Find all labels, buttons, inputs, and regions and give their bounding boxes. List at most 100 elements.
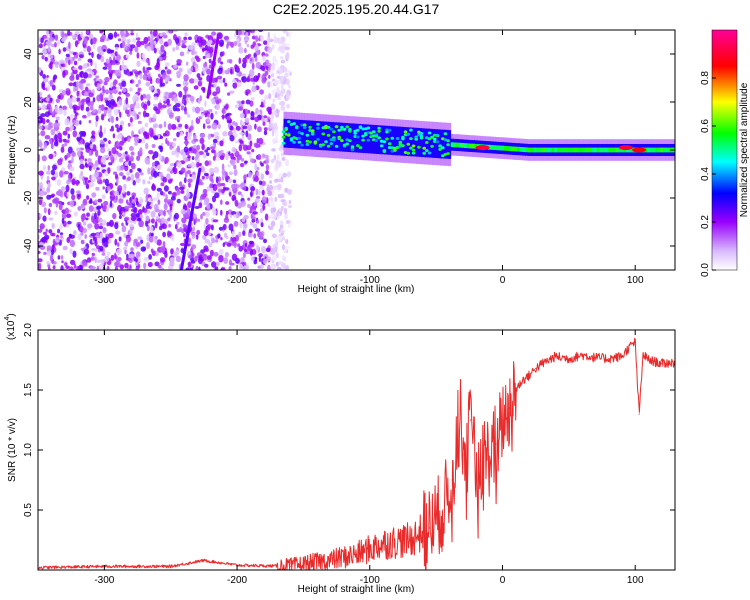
noise-mark	[148, 85, 154, 91]
y-tick-label: 0.5	[23, 503, 34, 517]
noise-mark	[243, 223, 248, 229]
noise-mark	[284, 46, 290, 51]
band-mid	[323, 121, 327, 151]
noise-mark	[127, 39, 130, 48]
snr-point	[451, 479, 453, 481]
noise-mark	[229, 213, 233, 218]
band-mid	[294, 119, 298, 149]
y-tick-label: -20	[23, 190, 34, 205]
noise-mark	[90, 137, 96, 143]
noise-mark	[87, 58, 93, 63]
noise-mark	[158, 145, 163, 150]
noise-mark	[250, 191, 253, 198]
noise-mark	[250, 117, 255, 121]
noise-mark	[94, 212, 97, 220]
noise-mark	[42, 74, 47, 79]
noise-mark	[226, 115, 231, 121]
noise-mark	[147, 180, 151, 185]
band-core	[620, 147, 624, 153]
noise-mark	[201, 39, 207, 46]
band-core	[406, 151, 411, 155]
noise-mark	[252, 211, 258, 215]
noise-mark	[145, 203, 150, 210]
noise-mark	[247, 203, 251, 209]
noise-mark	[286, 264, 290, 270]
noise-mark	[248, 228, 253, 234]
noise-mark	[275, 132, 279, 139]
noise-mark	[48, 45, 51, 53]
noise-mark	[227, 164, 231, 168]
noise-mark	[234, 104, 239, 109]
noise-mark	[267, 46, 273, 54]
noise-mark	[124, 109, 130, 115]
band-core	[501, 145, 505, 151]
noise-mark	[215, 152, 220, 157]
noise-mark	[173, 162, 177, 168]
noise-mark	[184, 111, 188, 115]
noise-mark	[167, 38, 172, 46]
noise-mark	[137, 209, 143, 215]
noise-mark	[130, 162, 136, 170]
noise-mark	[215, 176, 219, 184]
noise-mark	[247, 171, 252, 178]
noise-mark	[269, 69, 274, 75]
band-core	[284, 126, 289, 130]
noise-mark	[122, 187, 126, 194]
band-core	[361, 127, 365, 131]
noise-mark	[275, 109, 280, 114]
noise-mark	[143, 131, 148, 137]
band-core	[425, 149, 429, 153]
noise-mark	[135, 213, 140, 218]
noise-mark	[243, 215, 249, 220]
noise-mark	[152, 154, 155, 160]
noise-mark	[57, 228, 61, 234]
noise-mark	[49, 54, 54, 60]
band-core	[567, 147, 571, 153]
snr-point	[170, 565, 172, 568]
noise-mark	[238, 57, 242, 64]
noise-mark	[41, 55, 45, 60]
noise-mark	[268, 122, 274, 129]
noise-mark	[43, 231, 47, 235]
band-core	[430, 144, 434, 148]
noise-mark	[236, 100, 242, 105]
noise-mark	[77, 206, 82, 211]
noise-mark	[212, 91, 218, 97]
noise-mark	[211, 77, 216, 84]
noise-mark	[117, 185, 123, 192]
noise-mark	[185, 267, 190, 270]
band-mid	[387, 125, 390, 155]
noise-mark	[114, 252, 117, 260]
noise-mark	[234, 64, 238, 70]
noise-mark	[250, 186, 256, 192]
noise-mark	[150, 233, 154, 236]
noise-mark	[69, 239, 75, 247]
noise-mark	[228, 191, 232, 197]
noise-mark	[286, 79, 290, 86]
noise-mark	[168, 223, 172, 228]
noise-mark	[207, 125, 211, 129]
noise-mark	[86, 148, 90, 153]
noise-mark	[167, 230, 171, 238]
band-core	[538, 147, 542, 153]
noise-mark	[147, 197, 152, 203]
band-core	[377, 136, 381, 140]
noise-mark	[111, 61, 116, 66]
noise-mark	[147, 61, 151, 66]
snr-point	[482, 455, 484, 457]
band-mid	[341, 122, 345, 152]
noise-mark	[228, 151, 231, 156]
band-core	[292, 122, 296, 126]
noise-mark	[256, 137, 260, 144]
noise-mark	[199, 195, 203, 200]
noise-mark	[164, 250, 168, 259]
noise-mark	[79, 163, 85, 170]
noise-mark	[262, 189, 265, 196]
band-core	[342, 127, 347, 131]
noise-mark	[209, 174, 214, 182]
noise-mark	[209, 249, 214, 257]
noise-mark	[260, 65, 266, 71]
noise-mark	[263, 40, 268, 45]
noise-mark	[57, 107, 64, 115]
